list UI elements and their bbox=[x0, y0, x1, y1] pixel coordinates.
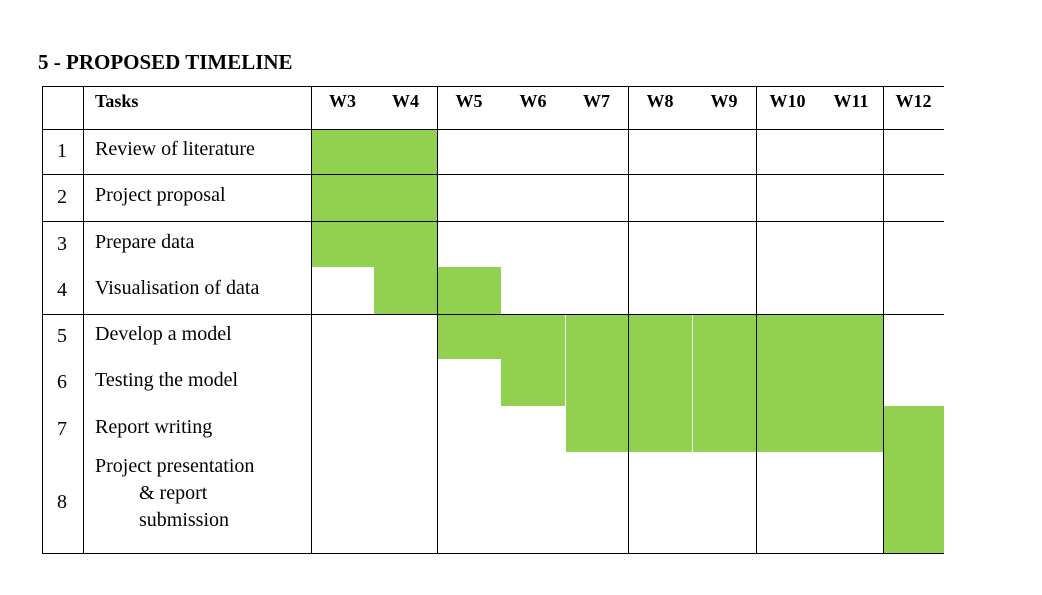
week-separator bbox=[692, 314, 693, 452]
grid-col-line bbox=[311, 86, 312, 553]
task-name: Review of literature bbox=[95, 138, 255, 160]
row-number: 5 bbox=[57, 325, 67, 347]
gantt-bar bbox=[311, 221, 437, 267]
grid-row-line bbox=[42, 221, 944, 222]
row-number: 2 bbox=[57, 186, 67, 208]
grid-row-line bbox=[42, 174, 944, 175]
section-title: 5 - PROPOSED TIMELINE bbox=[38, 50, 293, 74]
row-number: 6 bbox=[57, 371, 67, 393]
grid-row-line bbox=[42, 86, 944, 87]
row-number: 3 bbox=[57, 233, 67, 255]
grid-row-line bbox=[42, 314, 944, 315]
tasks-header: Tasks bbox=[95, 91, 139, 111]
gantt-bar bbox=[883, 452, 944, 553]
week-header: W10 bbox=[769, 91, 806, 111]
gantt-bar bbox=[565, 406, 944, 452]
grid-row-line bbox=[42, 129, 944, 130]
grid-col-line bbox=[83, 86, 84, 553]
week-header: W8 bbox=[646, 91, 674, 111]
week-header: W7 bbox=[583, 91, 610, 111]
task-name-line: Project presentation bbox=[95, 455, 255, 477]
row-number: 4 bbox=[57, 279, 67, 301]
grid-col-line bbox=[437, 86, 438, 553]
task-name-line: submission bbox=[139, 509, 230, 531]
week-header: W11 bbox=[833, 91, 869, 111]
week-header: W5 bbox=[455, 91, 483, 111]
task-name: Project presentation & report submission bbox=[95, 453, 254, 534]
grid-col-line bbox=[756, 86, 757, 553]
week-header: W6 bbox=[519, 91, 547, 111]
task-name: Develop a model bbox=[95, 323, 232, 345]
gantt-bar bbox=[311, 129, 437, 174]
week-header: W12 bbox=[895, 91, 932, 111]
week-header: W3 bbox=[329, 91, 356, 111]
grid-row-line bbox=[42, 553, 944, 554]
row-number: 7 bbox=[57, 418, 67, 440]
grid-col-line bbox=[883, 86, 884, 553]
row-number: 1 bbox=[57, 140, 67, 162]
task-name: Report writing bbox=[95, 416, 213, 438]
week-separator bbox=[565, 314, 566, 452]
row-number: 8 bbox=[57, 491, 67, 513]
grid-col-line bbox=[42, 86, 43, 553]
grid-col-line bbox=[628, 86, 629, 553]
task-name: Visualisation of data bbox=[95, 277, 260, 299]
task-name: Project proposal bbox=[95, 184, 226, 206]
gantt-bar bbox=[311, 174, 437, 221]
week-header: W4 bbox=[392, 91, 419, 111]
task-name: Testing the model bbox=[95, 369, 239, 391]
task-name-line: & report bbox=[139, 482, 208, 504]
week-header: W9 bbox=[710, 91, 738, 111]
task-name: Prepare data bbox=[95, 231, 195, 253]
gantt-bar bbox=[437, 314, 883, 359]
